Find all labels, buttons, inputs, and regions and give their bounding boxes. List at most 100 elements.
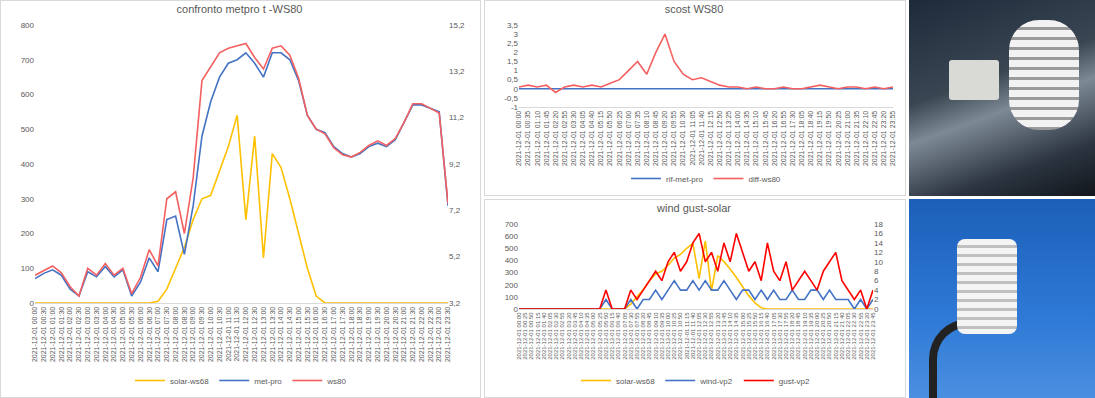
svg-text:12: 12	[874, 248, 883, 257]
svg-text:2021-12-01 01:30: 2021-12-01 01:30	[58, 307, 65, 362]
svg-text:15,2: 15,2	[449, 21, 465, 30]
svg-text:2021-12-01 05:00: 2021-12-01 05:00	[119, 307, 126, 362]
svg-text:-0,5: -0,5	[504, 94, 518, 103]
svg-text:2: 2	[514, 48, 519, 57]
svg-text:2021-12-01 11:15: 2021-12-01 11:15	[684, 312, 690, 360]
svg-text:2021-12-01 07:00: 2021-12-01 07:00	[625, 111, 632, 166]
svg-text:2021-12-01 01:15: 2021-12-01 01:15	[535, 312, 541, 360]
svg-text:2021-12-01 01:45: 2021-12-01 01:45	[543, 111, 550, 166]
svg-text:14: 14	[874, 239, 883, 248]
svg-text:2021-12-01 04:30: 2021-12-01 04:30	[110, 307, 117, 362]
svg-text:2021-12-01 00:00: 2021-12-01 00:00	[516, 312, 522, 360]
svg-text:2021-12-01 12:00: 2021-12-01 12:00	[242, 307, 249, 362]
svg-text:2021-12-01 11:30: 2021-12-01 11:30	[233, 307, 240, 362]
svg-text:2021-12-01 19:00: 2021-12-01 19:00	[365, 307, 372, 362]
svg-text:2021-12-01 18:20: 2021-12-01 18:20	[789, 312, 795, 360]
svg-text:2021-12-01 23:20: 2021-12-01 23:20	[880, 111, 887, 166]
svg-text:2021-12-01 15:45: 2021-12-01 15:45	[762, 111, 769, 166]
svg-text:300: 300	[21, 195, 35, 204]
svg-text:2021-12-01 20:30: 2021-12-01 20:30	[392, 307, 399, 362]
svg-text:confronto metpro t -WS80: confronto metpro t -WS80	[177, 3, 303, 15]
svg-text:2021-12-01 18:00: 2021-12-01 18:00	[348, 307, 355, 362]
svg-text:2021-12-01 15:50: 2021-12-01 15:50	[752, 312, 758, 360]
svg-text:2021-12-01 12:30: 2021-12-01 12:30	[702, 312, 708, 360]
svg-text:6: 6	[874, 276, 879, 285]
svg-text:2021-12-01 21:00: 2021-12-01 21:00	[400, 307, 407, 362]
svg-text:18: 18	[874, 220, 883, 229]
svg-text:2021-12-01 09:10: 2021-12-01 09:10	[653, 312, 659, 360]
svg-text:2021-12-01 12:30: 2021-12-01 12:30	[251, 307, 258, 362]
svg-text:0,5: 0,5	[507, 75, 519, 84]
svg-text:0: 0	[874, 305, 879, 314]
svg-text:700: 700	[505, 220, 519, 229]
svg-text:2: 2	[874, 295, 879, 304]
svg-text:2021-12-01 22:30: 2021-12-01 22:30	[851, 312, 857, 360]
svg-text:2021-12-01 10:00: 2021-12-01 10:00	[665, 312, 671, 360]
svg-text:2021-12-01 10:30: 2021-12-01 10:30	[679, 111, 686, 166]
svg-text:2021-12-01 12:50: 2021-12-01 12:50	[716, 111, 723, 166]
svg-text:2021-12-01 10:00: 2021-12-01 10:00	[207, 307, 214, 362]
svg-text:2021-12-01 14:35: 2021-12-01 14:35	[743, 111, 750, 166]
svg-text:scost WS80: scost WS80	[665, 3, 724, 15]
svg-text:2021-12-01 05:25: 2021-12-01 05:25	[597, 312, 603, 360]
svg-text:2021-12-01 13:00: 2021-12-01 13:00	[260, 307, 267, 362]
svg-text:2021-12-01 03:30: 2021-12-01 03:30	[93, 307, 100, 362]
svg-text:2021-12-01 19:30: 2021-12-01 19:30	[374, 307, 381, 362]
svg-text:2021-12-01 13:30: 2021-12-01 13:30	[269, 307, 276, 362]
svg-text:400: 400	[21, 160, 35, 169]
svg-text:13,2: 13,2	[449, 67, 465, 76]
svg-text:2021-12-01 10:50: 2021-12-01 10:50	[677, 312, 683, 360]
svg-text:ws80: ws80	[326, 377, 346, 386]
svg-text:2021-12-01 15:00: 2021-12-01 15:00	[740, 312, 746, 360]
svg-text:2021-12-01 15:10: 2021-12-01 15:10	[752, 111, 759, 166]
svg-text:11,2: 11,2	[449, 113, 465, 122]
svg-text:2021-12-01 09:00: 2021-12-01 09:00	[189, 307, 196, 362]
svg-text:2021-12-01 04:05: 2021-12-01 04:05	[579, 111, 586, 166]
svg-text:1,5: 1,5	[507, 57, 519, 66]
svg-text:2021-12-01 13:20: 2021-12-01 13:20	[715, 312, 721, 360]
svg-text:2021-12-01 06:25: 2021-12-01 06:25	[616, 111, 623, 166]
svg-text:2021-12-01 15:25: 2021-12-01 15:25	[746, 312, 752, 360]
svg-text:2021-12-01 18:45: 2021-12-01 18:45	[795, 312, 801, 360]
svg-text:2021-12-01 19:15: 2021-12-01 19:15	[816, 111, 823, 166]
svg-text:2021-12-01 06:30: 2021-12-01 06:30	[146, 307, 153, 362]
svg-text:2021-12-01 02:30: 2021-12-01 02:30	[75, 307, 82, 362]
svg-text:0: 0	[514, 305, 519, 314]
svg-text:2021-12-01 17:30: 2021-12-01 17:30	[339, 307, 346, 362]
svg-text:2021-12-01 07:35: 2021-12-01 07:35	[634, 111, 641, 166]
svg-text:2021-12-01 21:30: 2021-12-01 21:30	[409, 307, 416, 362]
svg-text:2021-12-01 21:40: 2021-12-01 21:40	[839, 312, 845, 360]
svg-text:800: 800	[21, 21, 35, 30]
svg-text:2021-12-01 05:50: 2021-12-01 05:50	[603, 312, 609, 360]
svg-text:2021-12-01 02:00: 2021-12-01 02:00	[66, 307, 73, 362]
svg-text:9,2: 9,2	[449, 160, 461, 169]
svg-text:2021-12-01 00:25: 2021-12-01 00:25	[522, 312, 528, 360]
svg-text:3,5: 3,5	[507, 21, 519, 30]
svg-text:2021-12-01 00:50: 2021-12-01 00:50	[528, 312, 534, 360]
svg-text:600: 600	[505, 232, 519, 241]
svg-text:2021-12-01 09:35: 2021-12-01 09:35	[659, 312, 665, 360]
svg-text:2021-12-01 19:35: 2021-12-01 19:35	[808, 312, 814, 360]
svg-text:2021-12-01 13:45: 2021-12-01 13:45	[721, 312, 727, 360]
svg-text:2021-12-01 02:55: 2021-12-01 02:55	[559, 312, 565, 360]
svg-text:diff-ws80: diff-ws80	[748, 175, 780, 184]
svg-text:2021-12-01 05:30: 2021-12-01 05:30	[128, 307, 135, 362]
svg-text:2021-12-01 08:45: 2021-12-01 08:45	[652, 111, 659, 166]
svg-text:2021-12-01 20:00: 2021-12-01 20:00	[814, 312, 820, 360]
svg-text:2021-12-01 08:20: 2021-12-01 08:20	[640, 312, 646, 360]
svg-text:2021-12-01 12:15: 2021-12-01 12:15	[707, 111, 714, 166]
svg-text:met-pro: met-pro	[254, 377, 282, 386]
svg-text:2021-12-01 11:00: 2021-12-01 11:00	[225, 307, 232, 362]
svg-text:2021-12-01 04:10: 2021-12-01 04:10	[578, 312, 584, 360]
svg-text:2021-12-01 09:20: 2021-12-01 09:20	[661, 111, 668, 166]
svg-text:2021-12-01 07:05: 2021-12-01 07:05	[622, 312, 628, 360]
svg-text:2021-12-01 16:55: 2021-12-01 16:55	[780, 111, 787, 166]
svg-text:2021-12-01 02:55: 2021-12-01 02:55	[561, 111, 568, 166]
svg-text:4: 4	[874, 286, 879, 295]
svg-text:2021-12-01 01:40: 2021-12-01 01:40	[541, 312, 547, 360]
svg-text:2021-12-01 09:55: 2021-12-01 09:55	[670, 111, 677, 166]
svg-text:2021-12-01 17:30: 2021-12-01 17:30	[789, 111, 796, 166]
svg-text:400: 400	[505, 256, 519, 265]
svg-text:2021-12-01 16:15: 2021-12-01 16:15	[758, 312, 764, 360]
svg-text:2021-12-01 20:00: 2021-12-01 20:00	[383, 307, 390, 362]
